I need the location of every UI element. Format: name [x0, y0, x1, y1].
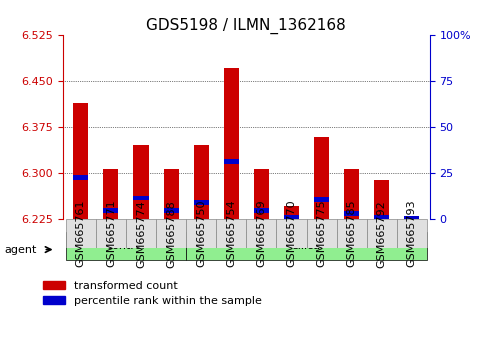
- Bar: [216, 219, 246, 248]
- Text: GSM665750: GSM665750: [196, 200, 206, 267]
- Text: GSM665792: GSM665792: [377, 200, 387, 268]
- Text: silica: silica: [292, 241, 321, 251]
- Bar: [254, 208, 269, 213]
- Text: GSM665754: GSM665754: [227, 200, 236, 268]
- Text: GSM665775: GSM665775: [316, 200, 327, 268]
- Text: agent: agent: [5, 245, 37, 255]
- Bar: [337, 219, 367, 248]
- Bar: [307, 219, 337, 248]
- Bar: [374, 215, 389, 220]
- Bar: [194, 145, 209, 219]
- Bar: [246, 219, 276, 248]
- Text: GSM665788: GSM665788: [166, 200, 176, 268]
- Legend: transformed count, percentile rank within the sample: transformed count, percentile rank withi…: [39, 276, 267, 310]
- Bar: [164, 169, 179, 219]
- Text: GSM665761: GSM665761: [76, 200, 86, 267]
- Bar: [96, 219, 126, 248]
- Bar: [224, 159, 239, 164]
- Bar: [276, 219, 307, 248]
- Text: GSM665793: GSM665793: [407, 200, 417, 268]
- Bar: [73, 175, 88, 180]
- Bar: [126, 219, 156, 248]
- FancyBboxPatch shape: [186, 232, 427, 261]
- Bar: [367, 219, 397, 248]
- Bar: [397, 219, 427, 248]
- FancyBboxPatch shape: [66, 232, 186, 261]
- Bar: [66, 219, 96, 248]
- Bar: [103, 169, 118, 219]
- Bar: [73, 103, 88, 219]
- Bar: [284, 215, 299, 220]
- Bar: [156, 219, 186, 248]
- Bar: [404, 216, 419, 221]
- Bar: [133, 145, 149, 219]
- Bar: [344, 211, 359, 216]
- Text: GSM665770: GSM665770: [286, 200, 297, 268]
- Text: GSM665769: GSM665769: [256, 200, 266, 268]
- Bar: [314, 137, 329, 219]
- Bar: [374, 179, 389, 219]
- Text: control: control: [107, 241, 145, 251]
- Bar: [194, 200, 209, 205]
- Bar: [254, 169, 269, 219]
- Bar: [103, 208, 118, 213]
- Bar: [314, 197, 329, 202]
- Title: GDS5198 / ILMN_1362168: GDS5198 / ILMN_1362168: [146, 18, 346, 34]
- Text: GSM665785: GSM665785: [347, 200, 356, 268]
- Bar: [133, 195, 149, 200]
- Bar: [224, 68, 239, 219]
- Text: GSM665771: GSM665771: [106, 200, 116, 268]
- Text: GSM665774: GSM665774: [136, 200, 146, 268]
- Bar: [284, 206, 299, 219]
- Bar: [164, 208, 179, 213]
- Bar: [344, 169, 359, 219]
- Bar: [186, 219, 216, 248]
